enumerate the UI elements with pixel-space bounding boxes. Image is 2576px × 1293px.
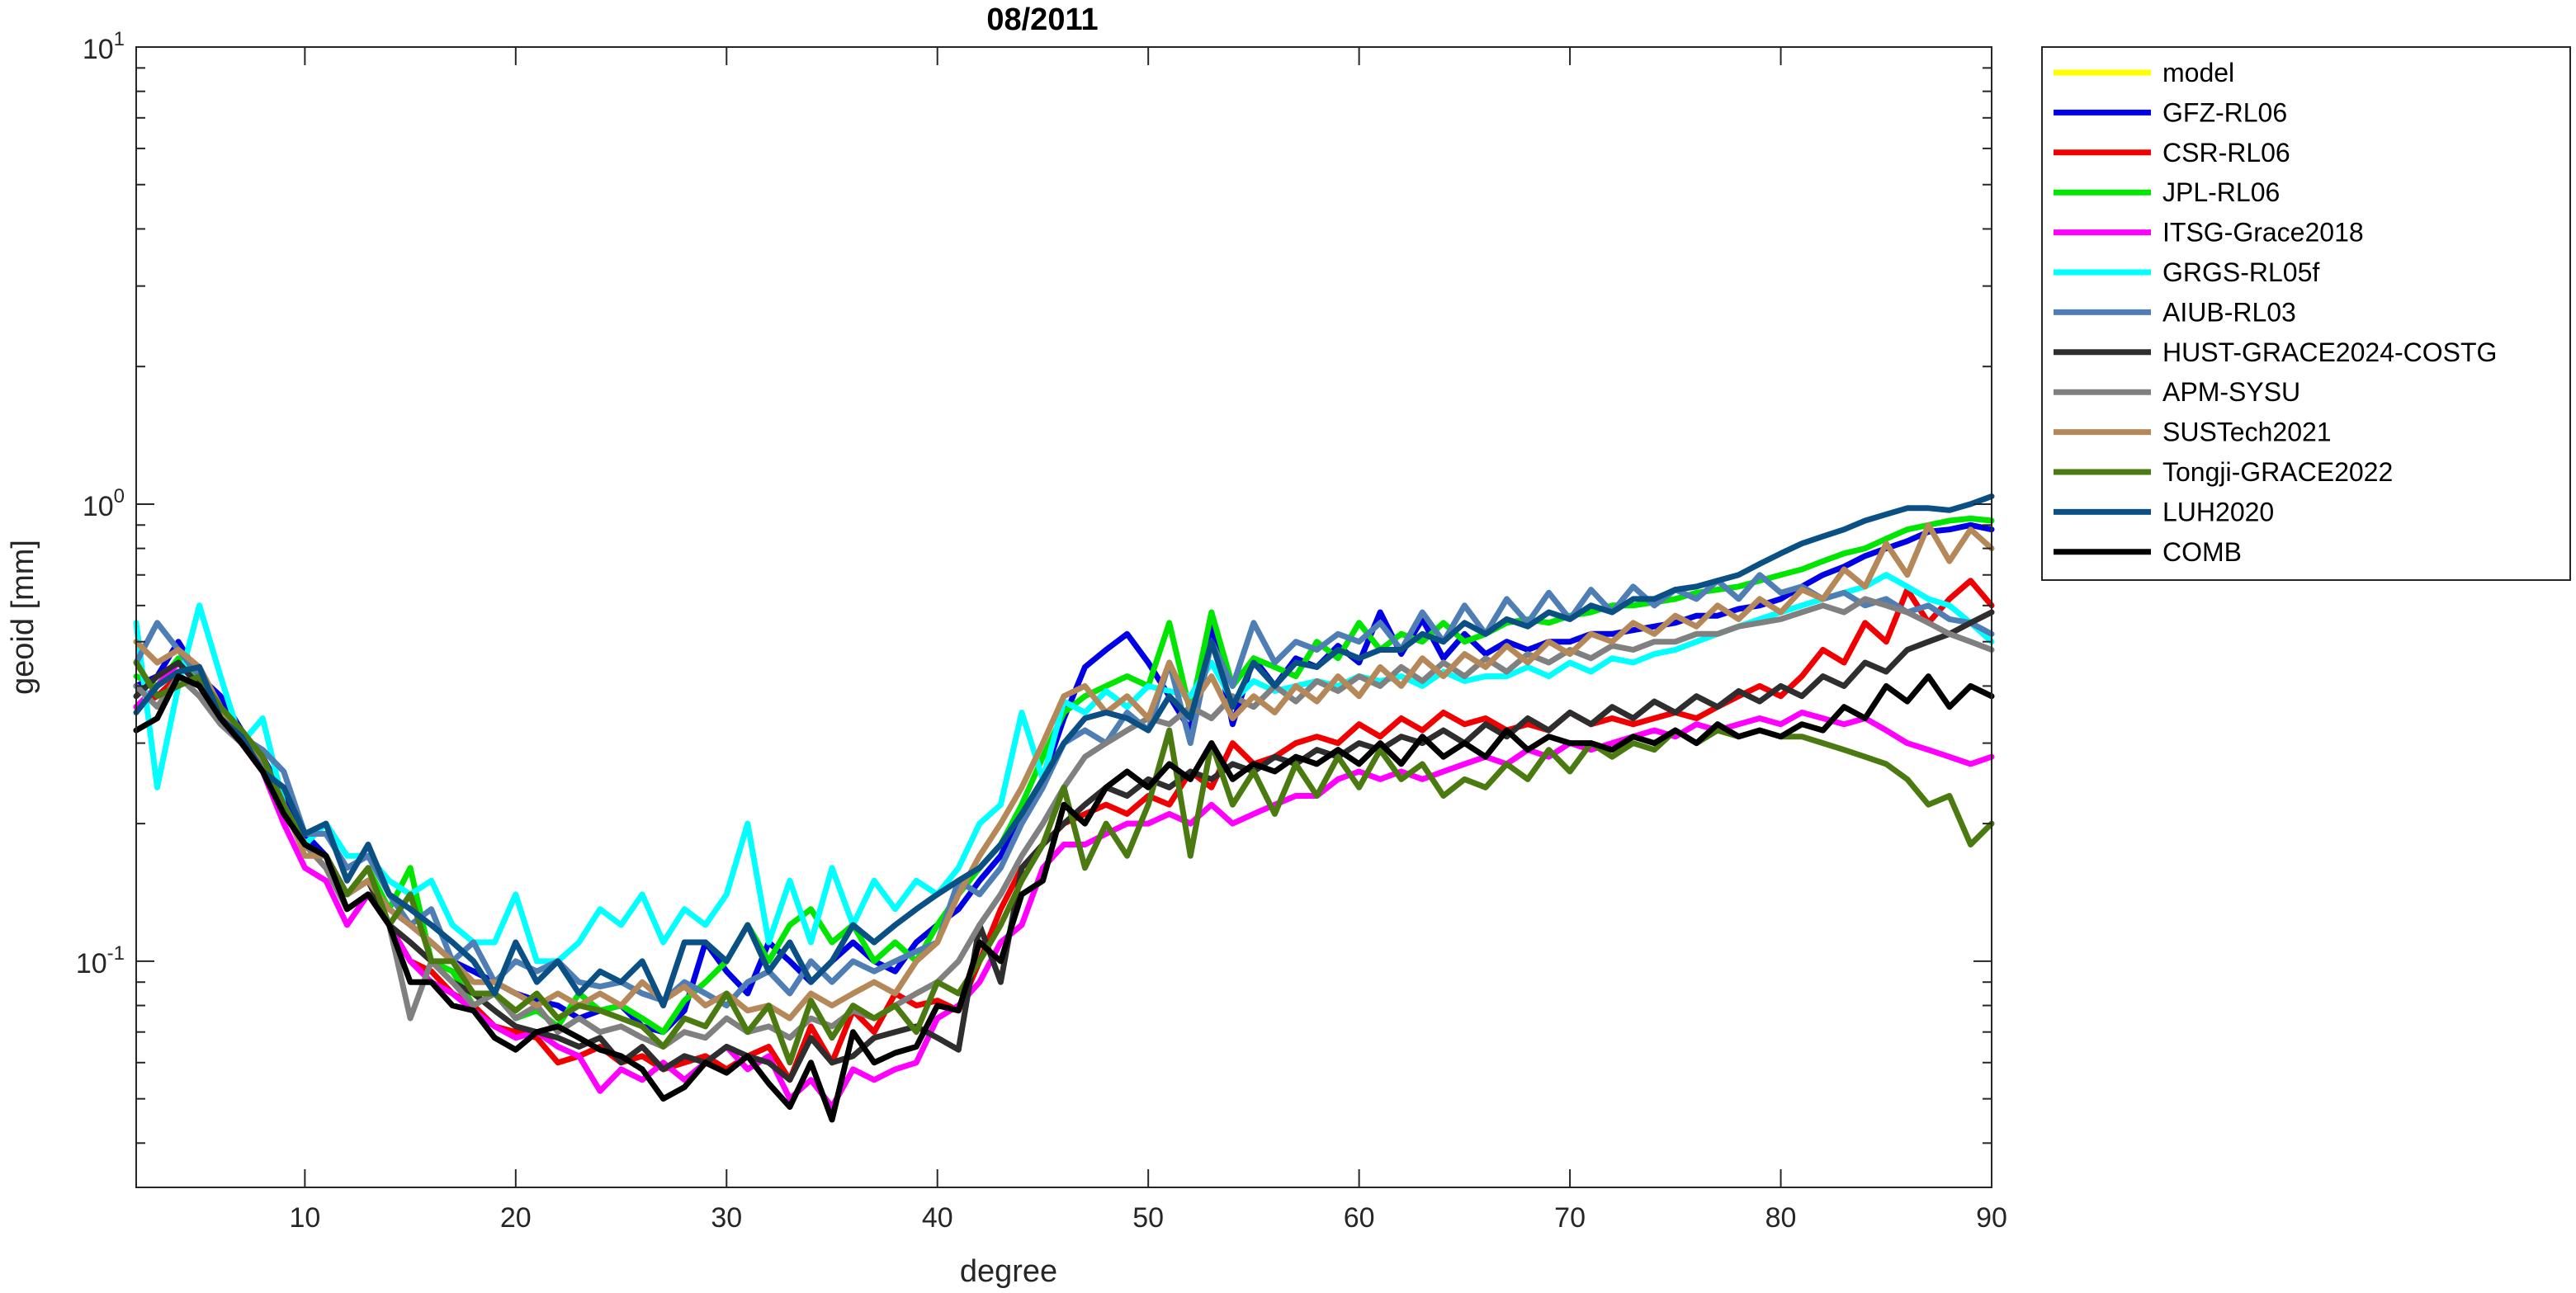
legend-label: JPL-RL06 [2162, 177, 2280, 207]
series-layer [133, 493, 1995, 1123]
y-tick-label: 101 [83, 28, 125, 65]
y-tick-label-base: 10 [83, 34, 114, 65]
x-tick-label: 60 [1344, 1202, 1375, 1234]
y-tick-label-exponent: 1 [114, 28, 125, 50]
legend: model GFZ-RL06 CSR-RL06 JPL-RL06 ITSG-Grace2… [2041, 46, 2571, 581]
legend-label: HUST-GRACE2024-COSTG [2162, 337, 2497, 367]
x-tick-label: 30 [711, 1202, 742, 1234]
y-tick-label: 100 [83, 485, 125, 522]
y-tick-label-exponent: -1 [107, 942, 125, 965]
x-tick-label: 10 [289, 1202, 320, 1234]
x-tick-label: 80 [1765, 1202, 1797, 1234]
x-tick-label: 70 [1554, 1202, 1586, 1234]
y-tick-label-base: 10 [83, 491, 114, 522]
legend-label: model [2162, 58, 2234, 87]
x-tick-label: 50 [1132, 1202, 1164, 1234]
legend-label: ITSG-Grace2018 [2162, 218, 2364, 248]
legend-label: GFZ-RL06 [2162, 97, 2287, 127]
legend-label: Tongji-GRACE2022 [2162, 457, 2393, 487]
legend-label: CSR-RL06 [2162, 138, 2290, 168]
series-line-comb [133, 673, 1995, 1123]
legend-label: SUSTech2021 [2162, 418, 2332, 447]
x-tick-label: 20 [500, 1202, 532, 1234]
y-axis-label: geoid [mm] [6, 540, 40, 695]
y-tick-label: 10-1 [76, 942, 125, 979]
x-axis-label: degree [960, 1254, 1057, 1289]
legend-label: GRGS-RL05f [2162, 257, 2319, 287]
series-line-luh2020 [133, 493, 1995, 1009]
y-tick-label-exponent: 0 [114, 485, 125, 507]
legend-label: COMB [2162, 537, 2242, 567]
legend-label: AIUB-RL03 [2162, 297, 2296, 327]
chart-title: 08/2011 [986, 2, 1098, 37]
axes-box [135, 46, 1992, 1188]
x-tick-label: 40 [922, 1202, 953, 1234]
x-tick-label: 90 [1976, 1202, 2007, 1234]
y-tick-label-base: 10 [76, 948, 107, 979]
series-line-sustech2021 [133, 521, 1995, 1022]
legend-label: APM-SYSU [2162, 377, 2300, 407]
legend-label: LUH2020 [2162, 497, 2274, 526]
